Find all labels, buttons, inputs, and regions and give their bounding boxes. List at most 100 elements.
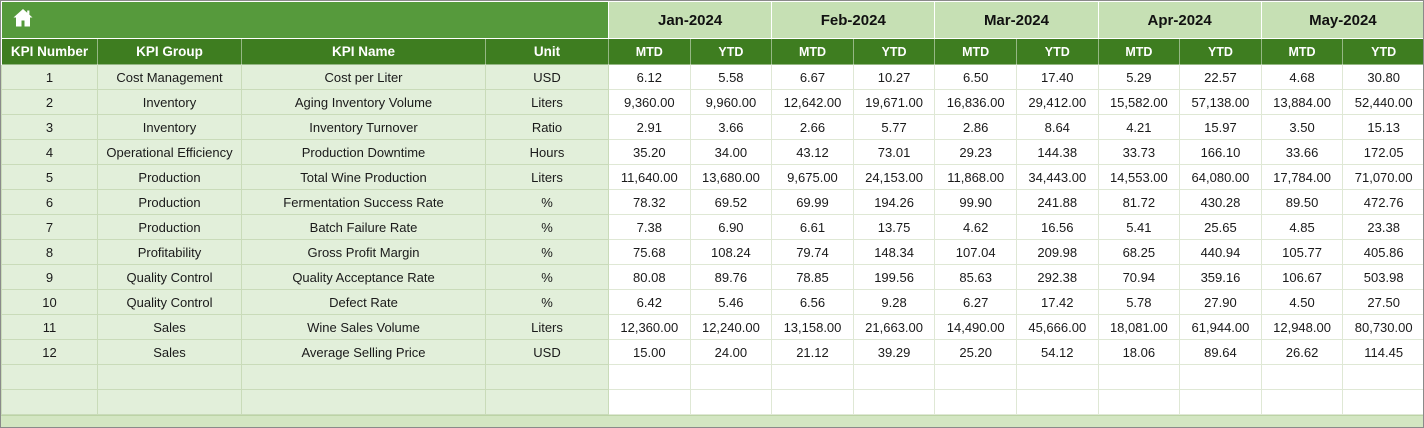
ytd-header[interactable]: YTD bbox=[1015, 38, 1099, 65]
value-cell[interactable]: 89.50 bbox=[1260, 189, 1344, 215]
unit-cell[interactable] bbox=[485, 364, 609, 390]
value-cell[interactable]: 16,836.00 bbox=[934, 89, 1017, 115]
unit-cell[interactable]: % bbox=[485, 289, 609, 315]
value-cell[interactable]: 64,080.00 bbox=[1179, 164, 1262, 190]
kpi-name-cell[interactable]: Inventory Turnover bbox=[241, 114, 486, 140]
home-button[interactable] bbox=[8, 4, 38, 32]
month-header-apr[interactable]: Apr-2024 bbox=[1097, 1, 1262, 39]
value-cell[interactable]: 30.80 bbox=[1342, 64, 1423, 90]
value-cell[interactable]: 75.68 bbox=[608, 239, 691, 265]
value-cell[interactable] bbox=[1342, 389, 1423, 415]
kpi-name-cell[interactable]: Defect Rate bbox=[241, 289, 486, 315]
kpi-group-cell[interactable]: Production bbox=[97, 214, 242, 240]
value-cell[interactable]: 69.52 bbox=[689, 189, 773, 215]
value-cell[interactable]: 106.67 bbox=[1260, 264, 1344, 290]
kpi-group-cell[interactable]: Profitability bbox=[97, 239, 242, 265]
value-cell[interactable]: 12,948.00 bbox=[1260, 314, 1344, 340]
unit-header[interactable]: Unit bbox=[485, 38, 609, 65]
kpi-name-cell[interactable]: Production Downtime bbox=[241, 139, 486, 165]
value-cell[interactable]: 503.98 bbox=[1342, 264, 1423, 290]
value-cell[interactable]: 4.85 bbox=[1260, 214, 1344, 240]
value-cell[interactable]: 209.98 bbox=[1015, 239, 1099, 265]
value-cell[interactable]: 33.73 bbox=[1097, 139, 1181, 165]
value-cell[interactable] bbox=[1015, 364, 1099, 390]
kpi-number-header[interactable]: KPI Number bbox=[1, 38, 98, 65]
value-cell[interactable]: 107.04 bbox=[934, 239, 1017, 265]
kpi-name-cell[interactable]: Aging Inventory Volume bbox=[241, 89, 486, 115]
unit-cell[interactable]: Hours bbox=[485, 139, 609, 165]
value-cell[interactable]: 9,360.00 bbox=[608, 89, 691, 115]
kpi-group-cell[interactable]: Quality Control bbox=[97, 264, 242, 290]
kpi-name-cell[interactable]: Fermentation Success Rate bbox=[241, 189, 486, 215]
unit-cell[interactable]: Liters bbox=[485, 314, 609, 340]
kpi-number-cell[interactable]: 7 bbox=[1, 214, 98, 240]
value-cell[interactable]: 33.66 bbox=[1260, 139, 1344, 165]
month-header-jan[interactable]: Jan-2024 bbox=[607, 1, 773, 39]
value-cell[interactable] bbox=[1097, 389, 1181, 415]
kpi-group-cell[interactable] bbox=[97, 389, 242, 415]
unit-cell[interactable]: Ratio bbox=[485, 114, 609, 140]
mtd-header[interactable]: MTD bbox=[771, 38, 854, 65]
kpi-name-cell[interactable] bbox=[241, 364, 486, 390]
value-cell[interactable]: 27.50 bbox=[1342, 289, 1423, 315]
unit-cell[interactable]: % bbox=[485, 189, 609, 215]
value-cell[interactable]: 24,153.00 bbox=[852, 164, 936, 190]
value-cell[interactable]: 29,412.00 bbox=[1015, 89, 1099, 115]
value-cell[interactable]: 3.50 bbox=[1260, 114, 1344, 140]
kpi-group-cell[interactable]: Inventory bbox=[97, 89, 242, 115]
ytd-header[interactable]: YTD bbox=[1342, 38, 1423, 65]
value-cell[interactable]: 430.28 bbox=[1179, 189, 1262, 215]
value-cell[interactable]: 78.85 bbox=[771, 264, 854, 290]
kpi-number-cell[interactable]: 6 bbox=[1, 189, 98, 215]
value-cell[interactable]: 17.40 bbox=[1015, 64, 1099, 90]
value-cell[interactable]: 11,868.00 bbox=[934, 164, 1017, 190]
value-cell[interactable]: 359.16 bbox=[1179, 264, 1262, 290]
value-cell[interactable]: 45,666.00 bbox=[1015, 314, 1099, 340]
value-cell[interactable]: 61,944.00 bbox=[1179, 314, 1262, 340]
value-cell[interactable]: 21.12 bbox=[771, 339, 854, 365]
value-cell[interactable]: 148.34 bbox=[852, 239, 936, 265]
value-cell[interactable]: 78.32 bbox=[608, 189, 691, 215]
value-cell[interactable] bbox=[1260, 364, 1344, 390]
value-cell[interactable]: 18,081.00 bbox=[1097, 314, 1181, 340]
value-cell[interactable] bbox=[1097, 364, 1181, 390]
value-cell[interactable]: 14,490.00 bbox=[934, 314, 1017, 340]
value-cell[interactable]: 15.00 bbox=[608, 339, 691, 365]
mtd-header[interactable]: MTD bbox=[1097, 38, 1181, 65]
value-cell[interactable]: 29.23 bbox=[934, 139, 1017, 165]
value-cell[interactable]: 16.56 bbox=[1015, 214, 1099, 240]
value-cell[interactable]: 25.65 bbox=[1179, 214, 1262, 240]
kpi-name-cell[interactable]: Total Wine Production bbox=[241, 164, 486, 190]
value-cell[interactable] bbox=[1260, 389, 1344, 415]
value-cell[interactable]: 89.76 bbox=[689, 264, 773, 290]
value-cell[interactable]: 2.91 bbox=[608, 114, 691, 140]
value-cell[interactable]: 26.62 bbox=[1260, 339, 1344, 365]
month-header-mar[interactable]: Mar-2024 bbox=[934, 1, 1099, 39]
kpi-group-header[interactable]: KPI Group bbox=[97, 38, 242, 65]
value-cell[interactable]: 6.27 bbox=[934, 289, 1017, 315]
value-cell[interactable]: 6.12 bbox=[608, 64, 691, 90]
value-cell[interactable] bbox=[771, 389, 854, 415]
value-cell[interactable]: 2.86 bbox=[934, 114, 1017, 140]
value-cell[interactable]: 17,784.00 bbox=[1260, 164, 1344, 190]
value-cell[interactable] bbox=[608, 389, 691, 415]
kpi-group-cell[interactable] bbox=[97, 364, 242, 390]
value-cell[interactable]: 5.41 bbox=[1097, 214, 1181, 240]
value-cell[interactable]: 5.29 bbox=[1097, 64, 1181, 90]
value-cell[interactable]: 4.68 bbox=[1260, 64, 1344, 90]
kpi-number-cell[interactable]: 4 bbox=[1, 139, 98, 165]
value-cell[interactable]: 70.94 bbox=[1097, 264, 1181, 290]
value-cell[interactable]: 8.64 bbox=[1015, 114, 1099, 140]
value-cell[interactable]: 15.97 bbox=[1179, 114, 1262, 140]
value-cell[interactable]: 52,440.00 bbox=[1342, 89, 1423, 115]
value-cell[interactable]: 69.99 bbox=[771, 189, 854, 215]
mtd-header[interactable]: MTD bbox=[934, 38, 1017, 65]
value-cell[interactable]: 99.90 bbox=[934, 189, 1017, 215]
kpi-number-cell[interactable]: 11 bbox=[1, 314, 98, 340]
value-cell[interactable]: 172.05 bbox=[1342, 139, 1423, 165]
kpi-group-cell[interactable]: Production bbox=[97, 164, 242, 190]
value-cell[interactable]: 9,960.00 bbox=[689, 89, 773, 115]
value-cell[interactable] bbox=[934, 364, 1017, 390]
kpi-group-cell[interactable]: Production bbox=[97, 189, 242, 215]
value-cell[interactable]: 15.13 bbox=[1342, 114, 1423, 140]
